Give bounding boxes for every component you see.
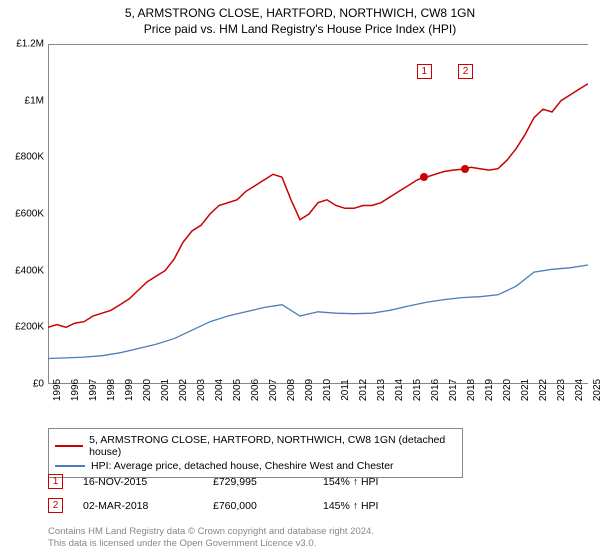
plot-svg bbox=[48, 44, 588, 384]
x-tick-label: 2012 bbox=[358, 379, 369, 401]
x-tick-label: 2005 bbox=[232, 379, 243, 401]
x-tick-label: 2007 bbox=[268, 379, 279, 401]
x-tick-label: 2001 bbox=[160, 379, 171, 401]
x-tick-label: 2006 bbox=[250, 379, 261, 401]
x-tick-label: 2009 bbox=[304, 379, 315, 401]
sale-pct: 154% ↑ HPI bbox=[323, 476, 423, 488]
legend-row: HPI: Average price, detached house, Ches… bbox=[55, 459, 456, 473]
chart-subtitle: Price paid vs. HM Land Registry's House … bbox=[0, 22, 600, 36]
x-tick-label: 2003 bbox=[196, 379, 207, 401]
x-tick-label: 1998 bbox=[106, 379, 117, 401]
marker-box: 2 bbox=[458, 64, 473, 79]
x-tick-label: 1999 bbox=[124, 379, 135, 401]
sale-pct: 145% ↑ HPI bbox=[323, 500, 423, 512]
y-tick-label: £1M bbox=[25, 95, 44, 106]
x-tick-label: 2002 bbox=[178, 379, 189, 401]
x-tick-label: 2011 bbox=[340, 379, 351, 401]
y-tick-label: £1.2M bbox=[16, 39, 44, 50]
x-tick-label: 2024 bbox=[574, 379, 585, 401]
chart-title: 5, ARMSTRONG CLOSE, HARTFORD, NORTHWICH,… bbox=[0, 6, 600, 20]
sale-price: £729,995 bbox=[213, 476, 303, 488]
x-tick-label: 2015 bbox=[412, 379, 423, 401]
x-tick-label: 1996 bbox=[70, 379, 81, 401]
legend-label: HPI: Average price, detached house, Ches… bbox=[91, 460, 394, 472]
legend-label: 5, ARMSTRONG CLOSE, HARTFORD, NORTHWICH,… bbox=[89, 434, 456, 458]
y-tick-label: £400K bbox=[15, 265, 44, 276]
footer-line: Contains HM Land Registry data © Crown c… bbox=[48, 526, 374, 538]
x-tick-label: 1997 bbox=[88, 379, 99, 401]
sale-price: £760,000 bbox=[213, 500, 303, 512]
footer-line: This data is licensed under the Open Gov… bbox=[48, 538, 374, 550]
chart-container: 5, ARMSTRONG CLOSE, HARTFORD, NORTHWICH,… bbox=[0, 0, 600, 560]
y-tick-label: £0 bbox=[33, 379, 44, 390]
legend-row: 5, ARMSTRONG CLOSE, HARTFORD, NORTHWICH,… bbox=[55, 433, 456, 459]
x-tick-label: 2014 bbox=[394, 379, 405, 401]
x-tick-label: 2017 bbox=[448, 379, 459, 401]
marker-box: 1 bbox=[417, 64, 432, 79]
x-tick-label: 2010 bbox=[322, 379, 333, 401]
sale-marker-icon: 1 bbox=[48, 474, 63, 489]
footer: Contains HM Land Registry data © Crown c… bbox=[48, 526, 374, 551]
legend: 5, ARMSTRONG CLOSE, HARTFORD, NORTHWICH,… bbox=[48, 428, 463, 478]
x-tick-label: 2025 bbox=[592, 379, 600, 401]
x-tick-label: 1995 bbox=[52, 379, 63, 401]
x-tick-label: 2008 bbox=[286, 379, 297, 401]
y-tick-label: £800K bbox=[15, 152, 44, 163]
legend-swatch bbox=[55, 465, 85, 467]
x-tick-label: 2016 bbox=[430, 379, 441, 401]
x-tick-label: 2020 bbox=[502, 379, 513, 401]
title-block: 5, ARMSTRONG CLOSE, HARTFORD, NORTHWICH,… bbox=[0, 0, 600, 36]
x-tick-label: 2023 bbox=[556, 379, 567, 401]
x-tick-label: 2004 bbox=[214, 379, 225, 401]
x-tick-label: 2013 bbox=[376, 379, 387, 401]
sale-row: 2 02-MAR-2018 £760,000 145% ↑ HPI bbox=[48, 498, 423, 513]
x-tick-label: 2022 bbox=[538, 379, 549, 401]
y-tick-label: £600K bbox=[15, 209, 44, 220]
sale-date: 02-MAR-2018 bbox=[83, 500, 193, 512]
sale-dot bbox=[461, 165, 469, 173]
y-tick-label: £200K bbox=[15, 322, 44, 333]
sale-date: 16-NOV-2015 bbox=[83, 476, 193, 488]
x-tick-label: 2019 bbox=[484, 379, 495, 401]
series-hpi bbox=[48, 265, 588, 359]
sale-dot bbox=[420, 173, 428, 181]
legend-swatch bbox=[55, 445, 83, 447]
sale-row: 1 16-NOV-2015 £729,995 154% ↑ HPI bbox=[48, 474, 423, 489]
x-tick-label: 2018 bbox=[466, 379, 477, 401]
x-tick-label: 2021 bbox=[520, 379, 531, 401]
sale-marker-icon: 2 bbox=[48, 498, 63, 513]
x-tick-label: 2000 bbox=[142, 379, 153, 401]
